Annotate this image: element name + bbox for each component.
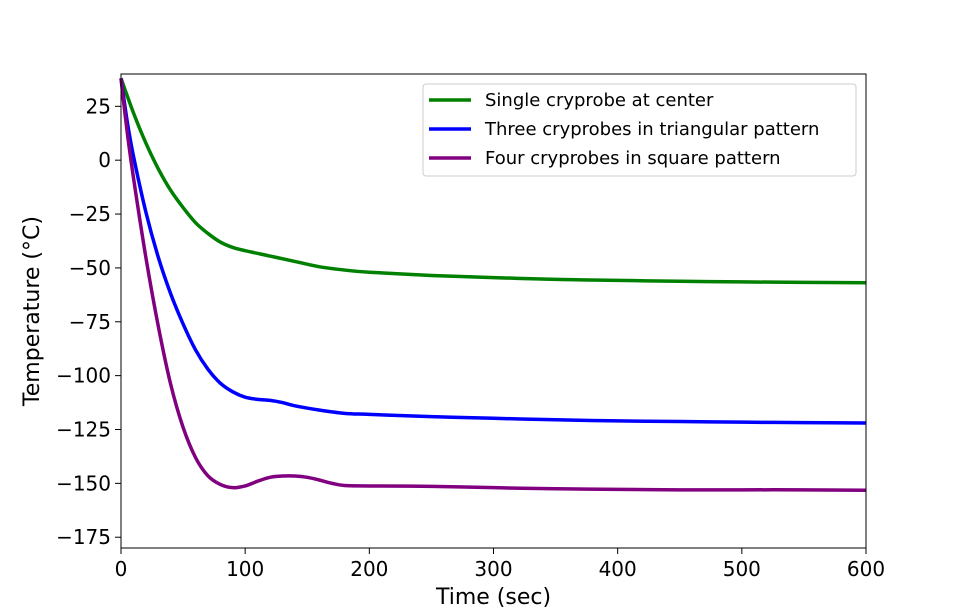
y-tick-label: −175 xyxy=(56,525,111,549)
y-tick-label: 0 xyxy=(98,148,111,172)
legend-box xyxy=(422,83,857,177)
y-tick-label: 25 xyxy=(86,94,111,118)
legend-label-3: Four cryprobes in square pattern xyxy=(485,148,781,169)
x-tick-label: 300 xyxy=(474,557,512,581)
x-tick-label: 100 xyxy=(226,557,264,581)
x-tick-label: 600 xyxy=(847,557,885,581)
x-tick-label: 500 xyxy=(723,557,761,581)
x-axis-ticks: 0 100 200 300 400 500 600 xyxy=(115,548,885,581)
y-tick-label: −25 xyxy=(69,202,111,226)
x-tick-label: 0 xyxy=(115,557,128,581)
y-tick-label: −100 xyxy=(56,364,111,388)
series-line-2 xyxy=(119,78,867,425)
legend: Single cryprobe at center Three cryprobes… xyxy=(422,83,857,177)
series-layer xyxy=(119,77,867,493)
y-axis-label: Temperature (°C) xyxy=(20,216,45,407)
y-tick-label: −75 xyxy=(69,310,111,334)
series-line-3 xyxy=(119,78,867,493)
series-line-1 xyxy=(119,77,867,285)
y-tick-label: −50 xyxy=(69,256,111,280)
legend-items: Single cryprobe at center Three cryprobes… xyxy=(429,90,819,169)
x-tick-label: 200 xyxy=(350,557,388,581)
legend-label-1: Single cryprobe at center xyxy=(485,90,714,111)
y-tick-label: −125 xyxy=(56,418,111,442)
y-tick-label: −150 xyxy=(56,471,111,495)
x-tick-label: 400 xyxy=(599,557,637,581)
y-axis-ticks: 25 0 −25 −50 −75 −100 −125 −150 −175 xyxy=(56,94,121,549)
x-axis-label: Time (sec) xyxy=(435,585,551,610)
legend-label-2: Three cryprobes in triangular pattern xyxy=(484,119,819,140)
